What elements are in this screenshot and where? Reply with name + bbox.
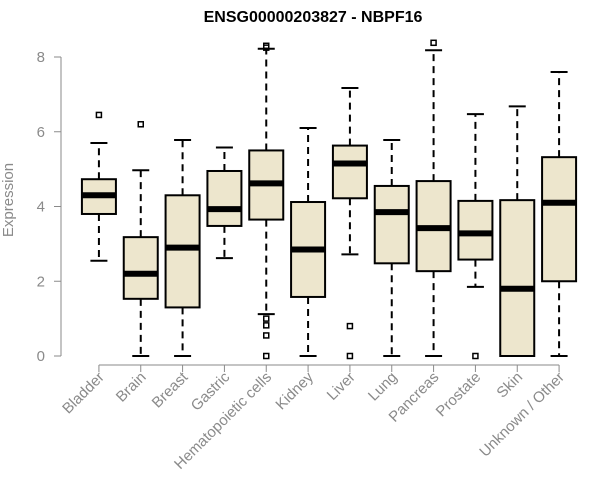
box-group bbox=[290, 127, 327, 357]
box-group bbox=[415, 39, 452, 357]
x-tick-label: Breast bbox=[149, 368, 192, 411]
outlier-point bbox=[346, 322, 354, 330]
outlier-point bbox=[263, 322, 270, 329]
x-tick-label: Kidney bbox=[272, 368, 317, 413]
x-tick-label: Brain bbox=[113, 369, 150, 406]
box-iqr bbox=[499, 199, 536, 357]
x-tick-label: Prostate bbox=[433, 369, 485, 421]
box-group bbox=[541, 70, 578, 357]
x-tick-label: Lung bbox=[365, 369, 401, 405]
x-tick-label: Skin bbox=[493, 369, 526, 402]
y-axis: 0 2 4 6 8 bbox=[37, 49, 62, 365]
box-iqr bbox=[164, 194, 201, 309]
x-tick-label: Bladder bbox=[59, 369, 108, 418]
outlier-point bbox=[95, 111, 103, 119]
box-group bbox=[457, 113, 494, 360]
chart-title: ENSG00000203827 - NBPF16 bbox=[204, 9, 423, 26]
y-tick-label: 8 bbox=[37, 49, 45, 66]
outlier-point bbox=[137, 121, 144, 128]
box-group bbox=[206, 146, 243, 260]
box-group bbox=[499, 105, 536, 357]
outlier-point bbox=[263, 44, 270, 51]
outlier-point bbox=[263, 315, 270, 322]
box-iqr bbox=[122, 236, 159, 300]
box-group bbox=[248, 42, 285, 360]
box-iqr bbox=[457, 199, 494, 261]
y-tick-label: 2 bbox=[37, 273, 45, 290]
outlier-point bbox=[263, 352, 270, 360]
box-group bbox=[373, 138, 410, 357]
box-iqr bbox=[373, 184, 410, 265]
y-tick-label: 4 bbox=[37, 199, 45, 216]
y-tick-label: 6 bbox=[37, 124, 45, 141]
box-group bbox=[164, 138, 201, 357]
boxes-group bbox=[80, 39, 578, 360]
box-group bbox=[331, 87, 368, 360]
y-tick-label: 0 bbox=[37, 348, 45, 365]
y-axis-title: Expression bbox=[0, 163, 17, 237]
box-group bbox=[80, 111, 117, 262]
outlier-point bbox=[263, 332, 270, 339]
box-group bbox=[122, 121, 159, 357]
outlier-point bbox=[430, 39, 437, 47]
box-iqr bbox=[206, 169, 243, 227]
outlier-point bbox=[472, 352, 479, 360]
box-iqr bbox=[541, 156, 578, 283]
outlier-point bbox=[346, 352, 354, 360]
box-iqr bbox=[331, 144, 368, 200]
x-tick-label: Liver bbox=[324, 369, 359, 404]
